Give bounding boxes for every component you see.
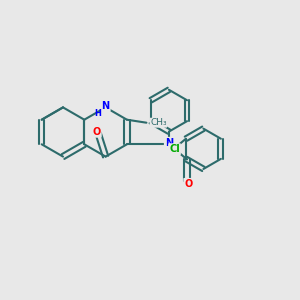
Text: O: O <box>184 179 193 189</box>
Text: N: N <box>101 101 110 111</box>
Text: O: O <box>92 127 101 137</box>
Text: H: H <box>94 110 101 118</box>
Text: N: N <box>165 138 173 148</box>
Text: Cl: Cl <box>169 144 180 154</box>
Text: CH₃: CH₃ <box>150 118 166 127</box>
